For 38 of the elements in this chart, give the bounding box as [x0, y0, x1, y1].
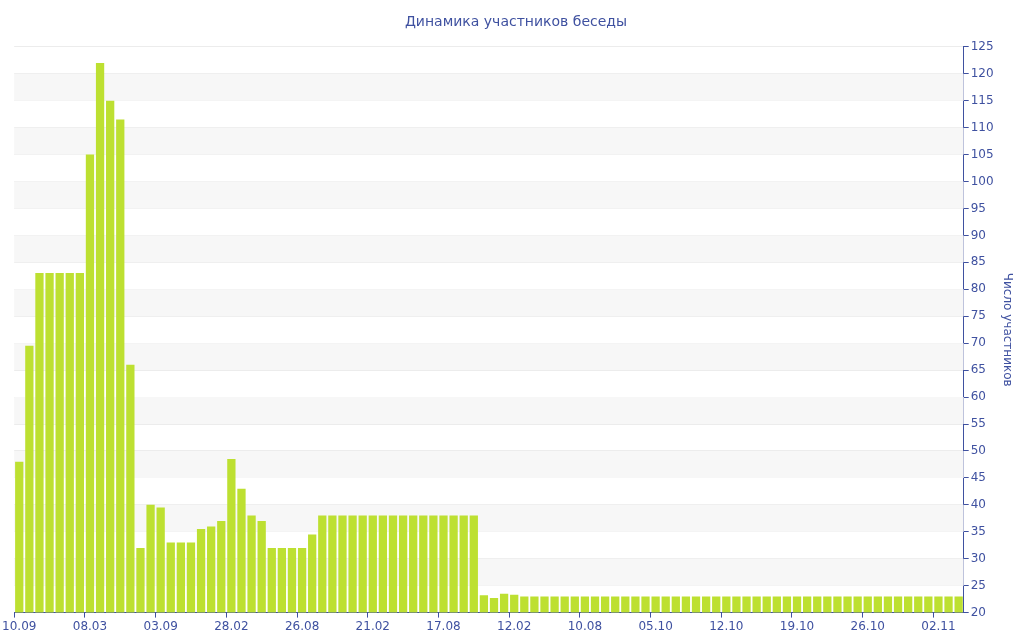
- y-tick-label: 20: [970, 604, 986, 619]
- y-tick-label: 105: [970, 146, 994, 161]
- y-tick-label: 45: [970, 470, 986, 485]
- x-tick-label: 12.10: [709, 618, 744, 633]
- y-tick-label: 40: [970, 496, 986, 511]
- y-tick-label: 115: [970, 92, 994, 107]
- y-tick-label: 110: [970, 119, 994, 134]
- y-tick-label: 85: [970, 254, 986, 269]
- y-tick-label: 65: [970, 362, 986, 377]
- x-tick-label: 19.10: [779, 618, 815, 633]
- y-tick-label: 25: [970, 577, 986, 592]
- x-tick-label: 12.02: [497, 618, 532, 633]
- y-tick-label: 75: [970, 308, 986, 323]
- y-axis-title: Число участников: [1000, 272, 1015, 387]
- chart-title: Динамика участников беседы: [404, 13, 628, 30]
- y-tick-label: 55: [970, 416, 986, 431]
- x-tick-label: 03.09: [143, 618, 178, 633]
- x-tick-label: 02.11: [921, 618, 956, 633]
- y-tick-label: 100: [970, 173, 994, 188]
- x-tick-label: 28.02: [214, 618, 249, 633]
- x-tick-label: 10.09: [2, 618, 37, 633]
- y-tick-label: 30: [970, 550, 986, 565]
- x-tick-label: 08.03: [72, 618, 108, 633]
- y-tick-label: 95: [970, 200, 986, 215]
- x-tick-label: 26.08: [284, 618, 320, 633]
- y-tick-label: 90: [970, 227, 986, 242]
- x-tick-label: 21.02: [355, 618, 390, 633]
- x-tick-label: 05.10: [638, 618, 673, 633]
- y-tick-label: 125: [970, 38, 994, 53]
- x-tick-label: 17.08: [426, 618, 461, 633]
- x-tick-label: 10.08: [567, 618, 603, 633]
- y-tick-label: 35: [970, 523, 986, 538]
- y-tick-label: 70: [970, 335, 986, 350]
- y-tick-label: 50: [970, 443, 986, 458]
- x-tick-label: 26.10: [850, 618, 885, 633]
- y-tick-label: 60: [970, 389, 986, 404]
- y-tick-label: 120: [970, 65, 994, 80]
- y-tick-label: 80: [970, 281, 986, 296]
